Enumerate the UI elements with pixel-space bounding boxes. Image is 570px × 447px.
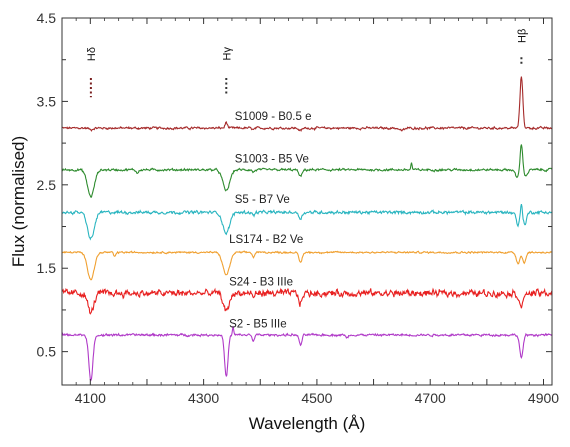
series-layer xyxy=(62,76,552,382)
series-labels: S1009 - B0.5 e S1003 - B5 Ve S5 - B7 Ve LS1… xyxy=(229,111,311,331)
series-label: S24 - B3 IIIe xyxy=(229,277,293,289)
series-label: S1009 - B0.5 e xyxy=(235,111,312,123)
x-tick-label: 4100 xyxy=(75,390,106,406)
line-annotations: Hδ Hγ Hβ xyxy=(86,29,528,98)
y-tick-label: 3.5 xyxy=(37,93,57,109)
x-tick-label: 4500 xyxy=(301,390,332,406)
series-line xyxy=(62,144,552,198)
series-label: LS174 - B2 Ve xyxy=(229,234,303,246)
series-line xyxy=(62,326,552,382)
series-line xyxy=(62,250,552,281)
y-axis-label: Flux (normalised) xyxy=(9,136,28,267)
y-tick-label: 1.5 xyxy=(37,260,57,276)
series-line xyxy=(62,287,552,315)
series-label: S5 - B7 Ve xyxy=(235,194,290,206)
series-label: S2 - B5 IIIe xyxy=(229,318,287,330)
x-ticks: 4100 4300 4500 4700 4900 xyxy=(61,18,559,406)
y-ticks: 0.5 1.5 2.5 3.5 4.5 xyxy=(37,10,552,360)
series-line xyxy=(62,76,552,132)
x-tick-label: 4300 xyxy=(188,390,219,406)
y-tick-label: 4.5 xyxy=(37,10,57,26)
series-line xyxy=(62,204,552,241)
x-tick-label: 4700 xyxy=(415,390,446,406)
plot-frame xyxy=(61,17,553,386)
x-tick-label: 4900 xyxy=(528,390,559,406)
y-tick-label: 0.5 xyxy=(37,344,57,360)
y-tick-label: 2.5 xyxy=(37,177,57,193)
line-annotation-label: Hγ xyxy=(221,47,233,61)
line-annotation-label: Hβ xyxy=(516,29,528,43)
x-axis-label: Wavelength (Å) xyxy=(249,414,366,433)
series-label: S1003 - B5 Ve xyxy=(235,153,309,165)
line-annotation-label: Hδ xyxy=(86,47,98,61)
